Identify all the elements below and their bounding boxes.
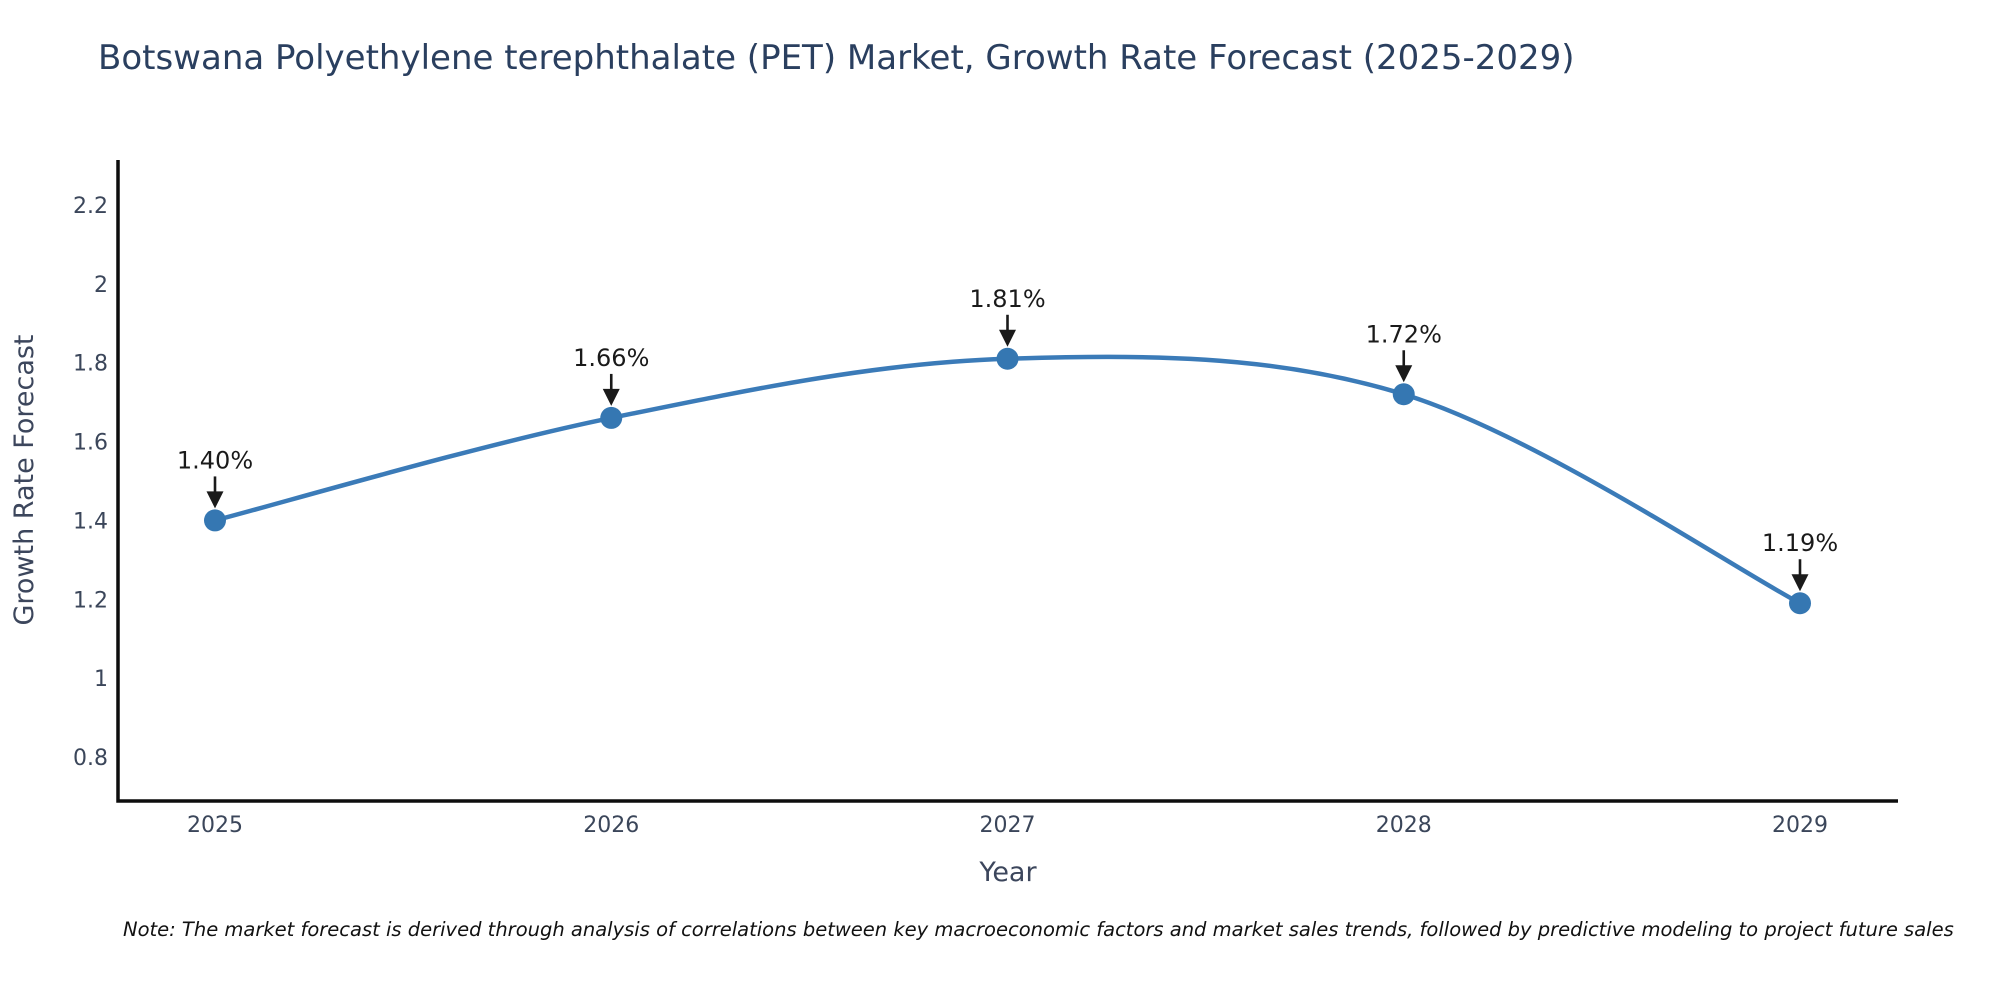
y-tick-label: 1 (94, 667, 108, 692)
point-value-label: 1.66% (573, 344, 649, 372)
x-tick-label: 2029 (1772, 813, 1828, 838)
tick-layer: 0.8 1 1.2 1.4 1.6 1.8 2 2.2 2025 2026 2027 2028 2029 (73, 194, 1828, 838)
point-value-label: 1.72% (1366, 320, 1442, 348)
annotation-arrowhead-icon (206, 491, 224, 509)
annotation-arrowhead-icon (1395, 365, 1413, 383)
x-axis-title: Year (978, 857, 1037, 888)
y-tick-label: 1.8 (73, 352, 108, 377)
point-value-label: 1.81% (969, 285, 1045, 313)
data-point-marker (1789, 592, 1811, 615)
point-value-label: 1.40% (177, 446, 253, 474)
y-axis-title: Growth Rate Forecast (9, 334, 40, 625)
y-tick-label: 0.8 (73, 746, 108, 771)
footnote: Note: The market forecast is derived thr… (123, 918, 1954, 941)
data-point-marker (1392, 383, 1415, 406)
point-value-label: 1.19% (1762, 529, 1838, 557)
chart-title: Botswana Polyethylene terephthalate (PET… (98, 38, 1575, 78)
annotation-layer: 1.40% 1.66% 1.81% 1.72% 1.19% (177, 285, 1838, 592)
y-tick-label: 1.2 (73, 588, 108, 613)
data-point-marker (204, 509, 226, 532)
annotation-arrowhead-icon (602, 388, 620, 406)
x-tick-label: 2027 (980, 813, 1036, 838)
y-tick-label: 1.6 (73, 431, 108, 456)
x-tick-label: 2026 (583, 813, 639, 838)
x-tick-label: 2028 (1376, 813, 1432, 838)
growth-rate-line (212, 354, 1803, 606)
data-point-marker (996, 347, 1019, 370)
line-series-layer (204, 347, 1811, 615)
axes-layer (116, 160, 1898, 803)
axis-lines (116, 160, 1898, 803)
annotation-arrowhead-icon (999, 329, 1016, 347)
annotation-arrowhead-icon (1791, 574, 1809, 592)
y-tick-label: 1.4 (73, 509, 108, 534)
y-tick-label: 2.2 (73, 194, 108, 219)
x-tick-label: 2025 (187, 813, 243, 838)
y-tick-label: 2 (94, 273, 108, 298)
data-point-marker (600, 406, 623, 429)
